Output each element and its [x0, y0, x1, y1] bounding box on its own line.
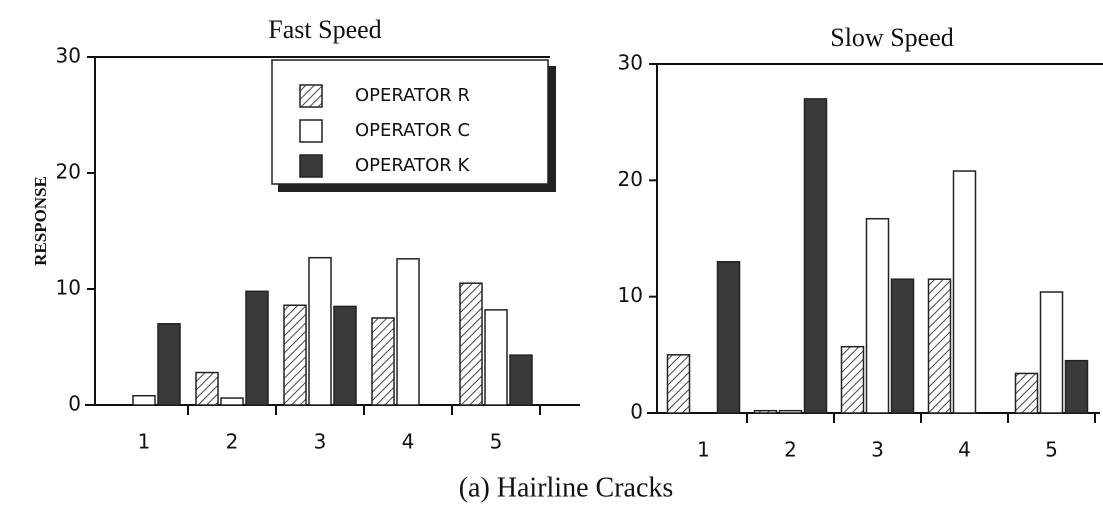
x-tick-label: 2 [226, 430, 239, 454]
y-tick-label: 30 [618, 51, 643, 75]
bar [333, 305, 357, 406]
x-tick-label: 5 [1045, 438, 1058, 462]
y-tick-label: 20 [618, 167, 643, 191]
bar [396, 258, 420, 406]
legend-label: OPERATOR K [355, 155, 470, 176]
bar [666, 354, 691, 414]
chart-title: Fast Speed [268, 15, 381, 44]
y-tick-label: 30 [56, 44, 81, 68]
bar [132, 394, 156, 406]
y-axis-label: RESPONSE [31, 176, 50, 266]
bar [220, 397, 244, 406]
y-tick-label: 10 [618, 283, 643, 307]
bar [840, 345, 865, 414]
bar [283, 304, 307, 406]
caption: (a) Hairline Cracks [459, 472, 674, 503]
bar [459, 282, 483, 406]
legend-swatch [299, 119, 323, 143]
bar [371, 317, 395, 406]
bar [716, 261, 741, 414]
x-tick-label: 1 [138, 430, 151, 454]
x-tick-label: 4 [402, 430, 415, 454]
y-tick-label: 20 [56, 160, 81, 184]
bar [484, 309, 508, 406]
bar [927, 278, 952, 414]
bar [1064, 359, 1089, 414]
legend-swatch [299, 154, 323, 178]
bar [778, 409, 803, 414]
bar [1039, 291, 1064, 414]
bar [952, 170, 977, 414]
x-tick-label: 1 [697, 438, 710, 462]
x-tick-label: 3 [871, 438, 884, 462]
bar [308, 256, 332, 406]
bar [890, 278, 915, 414]
x-tick-label: 5 [490, 430, 503, 454]
bar [157, 323, 181, 406]
legend-label: OPERATOR R [355, 85, 470, 106]
bar [753, 409, 778, 414]
x-tick-label: 3 [314, 430, 327, 454]
legend-label: OPERATOR C [355, 120, 470, 141]
chart-title: Slow Speed [830, 23, 954, 52]
legend-swatch [299, 84, 323, 108]
bar [195, 371, 219, 406]
bar [803, 98, 828, 414]
x-tick-label: 2 [784, 438, 797, 462]
y-tick-label: 10 [56, 276, 81, 300]
bar [1014, 372, 1039, 414]
bar [865, 217, 890, 414]
x-tick-label: 4 [958, 438, 971, 462]
y-tick-label: 0 [68, 392, 81, 416]
bar [509, 354, 533, 406]
y-tick-label: 0 [630, 400, 643, 424]
bar [245, 290, 269, 406]
